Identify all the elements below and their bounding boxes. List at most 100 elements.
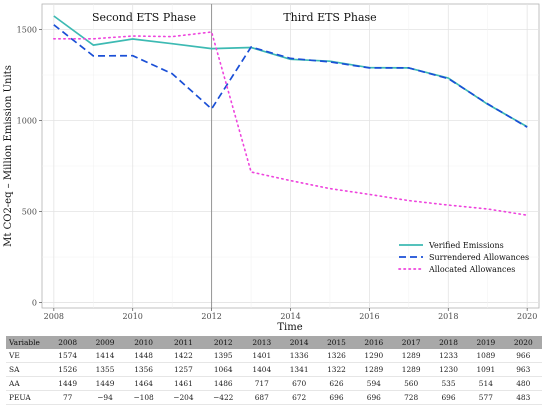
table-cell: 626: [317, 376, 356, 391]
table-cell: 1422: [163, 349, 204, 363]
table-cell: 717: [243, 376, 281, 391]
table-cell: 1414: [86, 349, 124, 363]
table-cell: 2013: [243, 336, 281, 349]
series-line-verified-emissions: [53, 15, 528, 128]
table-cell: 577: [467, 390, 505, 405]
x-tick-label: 2014: [280, 312, 300, 321]
legend-label-3: Allocated Allowances: [428, 265, 515, 274]
table-cell: 1089: [467, 349, 505, 363]
x-axis-title: Time: [277, 322, 302, 333]
table-cell: 535: [429, 376, 468, 391]
table-cell: 1449: [86, 376, 124, 391]
series-line-surrendered-allowances: [53, 24, 528, 128]
table-row: PEUA 77 −94 −108 −204 −422 687 672 696 696 728 696 5…: [6, 390, 542, 405]
table-cell: 1289: [355, 362, 393, 377]
table-cell: 2017: [392, 336, 430, 349]
table-cell: 1486: [203, 376, 244, 391]
table-cell: 2011: [163, 336, 204, 349]
x-axis-ticks: 2008 2010 2012 2014 2016 2018 2020: [44, 308, 537, 321]
table-cell: 1355: [86, 362, 124, 377]
table-cell: 483: [504, 390, 542, 405]
x-tick-label: 2020: [517, 312, 537, 321]
table-cell: 2018: [429, 336, 468, 349]
table-cell: 560: [392, 376, 430, 391]
table-cell: 1336: [280, 349, 318, 363]
table-cell: 670: [280, 376, 318, 391]
table-cell: −422: [203, 390, 244, 405]
table-cell: 1091: [467, 362, 505, 377]
table-cell: 1464: [123, 376, 164, 391]
table-cell: 1326: [317, 349, 356, 363]
y-axis-ticks: 0 500 1000 1500: [17, 25, 42, 308]
table-cell: 963: [504, 362, 542, 377]
table-cell: 1289: [392, 362, 430, 377]
table-cell: 696: [317, 390, 356, 405]
table-cell: 1448: [123, 349, 164, 363]
table-cell: 2010: [123, 336, 164, 349]
table-cell: 594: [355, 376, 393, 391]
grid-lines: [42, 4, 539, 308]
table-cell: 687: [243, 390, 281, 405]
table-cell: 2009: [86, 336, 124, 349]
table-cell: 480: [504, 376, 542, 391]
x-tick-label: 2008: [44, 312, 64, 321]
table-cell: 1257: [163, 362, 204, 377]
table-cell: PEUA: [6, 390, 49, 405]
emissions-chart: Second ETS Phase Third ETS Phase 2008 201…: [3, 3, 540, 333]
table-cell: 2014: [280, 336, 318, 349]
table-cell: 77: [49, 390, 87, 405]
table-cell: 1290: [355, 349, 393, 363]
table-cell: 728: [392, 390, 430, 405]
x-tick-label: 2010: [123, 312, 143, 321]
y-tick-label: 1000: [17, 117, 37, 126]
series-lines: [52, 15, 529, 216]
x-tick-label: 2016: [359, 312, 379, 321]
table-cell: AA: [6, 376, 49, 391]
y-axis-title: Mt CO2-eq – Million Emission Units: [3, 65, 14, 247]
table-row: SA 1526 1355 1356 1257 1064 1404 1341 1322 1289 12…: [6, 362, 542, 377]
table-cell: 2015: [317, 336, 356, 349]
table-cell: 2019: [467, 336, 505, 349]
y-tick-label: 500: [22, 208, 37, 217]
table-row: AA 1449 1449 1464 1461 1486 717 670 626 594 560 535…: [6, 376, 542, 391]
table-cell: 1526: [49, 362, 87, 377]
legend-label-1: Verified Emissions: [428, 241, 504, 250]
table-cell: 1449: [49, 376, 87, 391]
table-cell: 672: [280, 390, 318, 405]
y-tick-label: 0: [32, 299, 37, 308]
table-cell: 1356: [123, 362, 164, 377]
table-cell: 1064: [203, 362, 244, 377]
table-cell: −94: [86, 390, 124, 405]
table-cell: 1289: [392, 349, 430, 363]
table-cell: 514: [467, 376, 505, 391]
table-cell: −108: [123, 390, 164, 405]
table-cell: 2012: [203, 336, 244, 349]
table-cell: 1322: [317, 362, 356, 377]
x-tick-label: 2012: [201, 312, 221, 321]
x-tick-label: 2018: [438, 312, 458, 321]
table-cell: 696: [429, 390, 468, 405]
table-cell: 1401: [243, 349, 281, 363]
table-cell: 696: [355, 390, 393, 405]
table-cell: 1395: [203, 349, 244, 363]
table-cell: 1461: [163, 376, 204, 391]
table-cell: SA: [6, 362, 49, 377]
table-cell: 2016: [355, 336, 393, 349]
annotation-second-ets-phase: Second ETS Phase: [92, 11, 196, 24]
legend: Verified Emissions Surrendered Allowances…: [398, 241, 529, 274]
table-cell: 1233: [429, 349, 468, 363]
legend-label-2: Surrendered Allowances: [429, 253, 529, 262]
table-cell: Variable: [6, 336, 49, 349]
table-cell: 2020: [504, 336, 542, 349]
y-tick-label: 1500: [17, 25, 37, 34]
table-cell: 1341: [280, 362, 318, 377]
table-cell: 1574: [49, 349, 87, 363]
data-table: Variable 2008 2009 2010 2011 2012 2013 2014 2015…: [6, 336, 542, 405]
table-header-row: Variable 2008 2009 2010 2011 2012 2013 2014 2015…: [6, 336, 542, 349]
table-cell: VE: [6, 349, 49, 363]
table-row: VE 1574 1414 1448 1422 1395 1401 1336 1326 1290 12…: [6, 349, 542, 363]
annotation-third-ets-phase: Third ETS Phase: [283, 11, 376, 24]
table-cell: −204: [163, 390, 204, 405]
table-cell: 966: [504, 349, 542, 363]
table-cell: 2008: [49, 336, 87, 349]
